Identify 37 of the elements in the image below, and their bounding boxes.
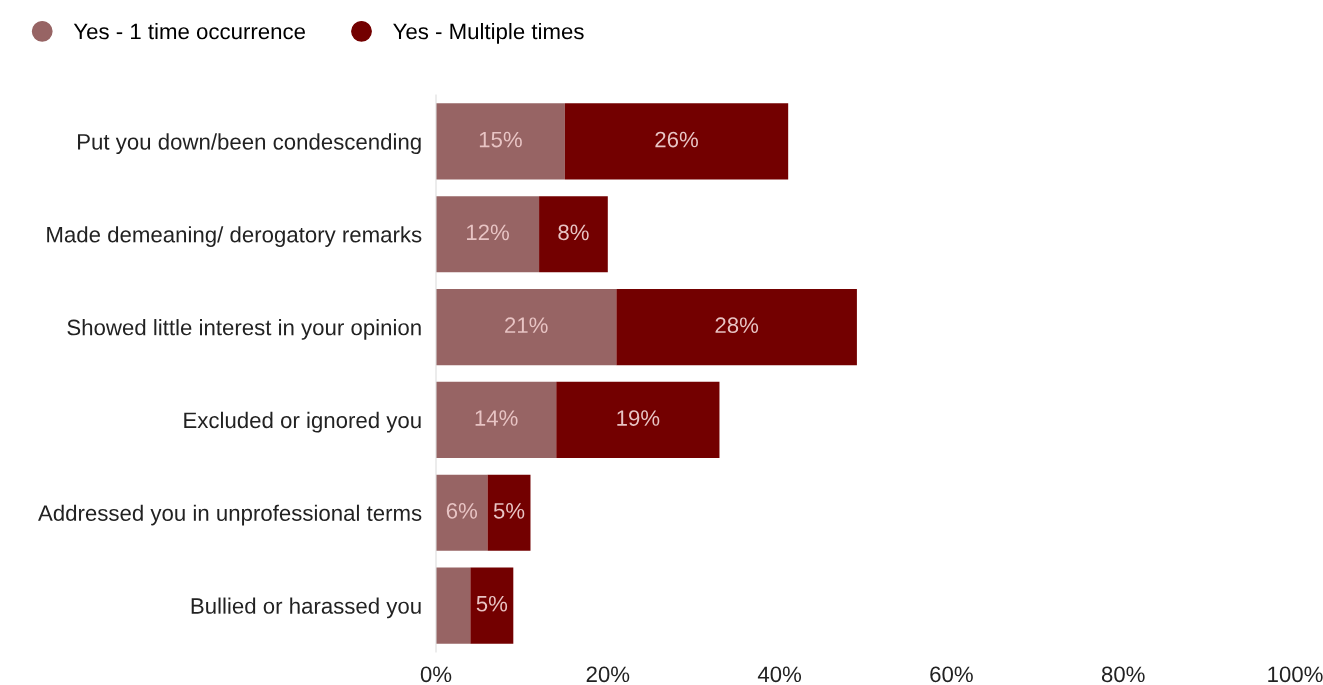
bar [436, 381, 557, 458]
y-tick-label: Bullied or harassed you [191, 597, 421, 619]
bar [436, 103, 565, 180]
bar [436, 567, 471, 644]
data-label: 21% [505, 317, 548, 333]
y-tick-label: Showed little interest in your opinion [67, 319, 421, 340]
y-tick-label: Made demeaning/ derogatory remarks [47, 226, 422, 247]
data-label: 19% [617, 410, 660, 426]
data-label: 8% [558, 224, 589, 241]
x-tick-label: 100% [1268, 666, 1323, 683]
y-tick-label: Excluded or ignored you [184, 411, 421, 433]
data-label: 26% [655, 131, 698, 148]
bar [436, 289, 617, 366]
bar [436, 474, 488, 551]
bar [616, 289, 857, 366]
legend-label: Yes - 1 time occurrence [73, 23, 305, 40]
bar [539, 196, 608, 273]
data-label: 15% [479, 131, 522, 148]
data-label: 5% [476, 595, 508, 612]
y-tick-label: Addressed you in unprofessional terms [38, 504, 422, 526]
data-label: 5% [493, 503, 525, 519]
x-tick-label: 40% [757, 666, 802, 683]
legend-label: Yes - Multiple times [393, 23, 584, 44]
bar [436, 196, 540, 273]
x-tick-label: 80% [1101, 666, 1145, 683]
data-label: 6% [446, 502, 478, 519]
y-tick-label: Put you down/been condescending [78, 133, 421, 155]
x-tick-label: 60% [930, 666, 973, 683]
bar [470, 567, 514, 644]
bar [564, 103, 789, 180]
data-label: 12% [467, 224, 509, 241]
data-label: 28% [715, 317, 759, 334]
bar [556, 381, 720, 458]
bar [487, 474, 531, 551]
x-tick-label: 20% [586, 666, 630, 683]
data-label: 14% [475, 410, 518, 426]
x-tick-label: 0% [420, 666, 452, 683]
